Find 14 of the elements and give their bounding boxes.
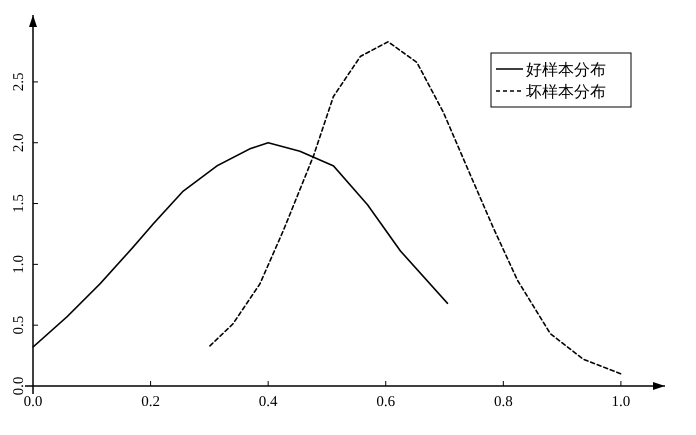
y-tick-label: 2.0 [11,133,27,152]
legend-label: 好样本分布 [526,61,606,79]
x-tick-label: 0.0 [24,394,42,410]
x-tick-label: 1.0 [612,394,630,410]
y-tick-label: 2.5 [11,72,27,92]
x-tick-label: 0.2 [141,394,160,410]
y-tick-label: 1.0 [11,254,27,274]
x-tick-label: 0.4 [258,394,278,410]
x-tick-label: 0.8 [494,394,513,410]
y-tick-label: 0.5 [11,316,27,335]
legend-label: 坏样本分布 [525,83,606,101]
y-tick-label: 0.0 [11,376,27,396]
y-tick-label: 1.5 [11,194,27,213]
x-tick-label: 0.6 [376,394,396,410]
